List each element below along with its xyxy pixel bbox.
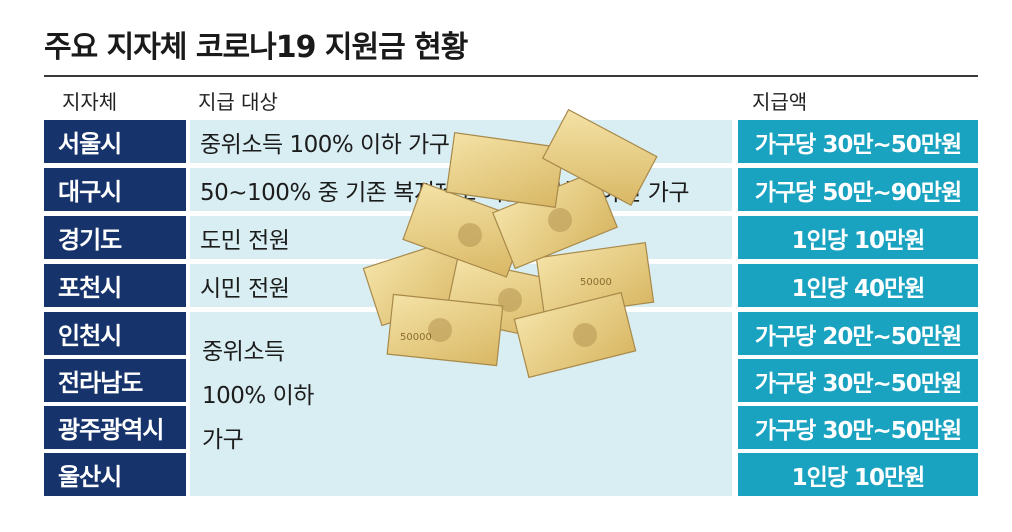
amount-cell: 가구당 30만~50만원 xyxy=(738,406,978,449)
table-row: 전라남도 가구당 30만~50만원 xyxy=(44,359,978,402)
amount-cell: 1인당 40만원 xyxy=(738,264,978,307)
table-row: 울산시 1인당 10만원 xyxy=(44,453,978,496)
region-cell: 울산시 xyxy=(44,453,186,496)
banknote-label: 50000 xyxy=(400,332,432,343)
merged-target-line: 가구 xyxy=(202,427,244,453)
header-amount: 지급액 xyxy=(752,90,808,114)
merged-target-line: 중위소득 xyxy=(202,339,285,365)
amount-cell: 가구당 50만~90만원 xyxy=(738,168,978,211)
banknote-label: 50000 xyxy=(580,277,612,288)
banknote-pile-icon: 50000 50000 xyxy=(362,108,658,379)
region-cell: 전라남도 xyxy=(44,359,186,402)
region-cell: 포천시 xyxy=(44,264,186,307)
header-region: 지자체 xyxy=(62,90,118,114)
region-cell: 경기도 xyxy=(44,216,186,259)
amount-cell: 가구당 30만~50만원 xyxy=(738,120,978,163)
page-title: 주요 지자체 코로나19 지원금 현황 xyxy=(44,30,468,65)
region-cell: 대구시 xyxy=(44,168,186,211)
table-row: 광주광역시 가구당 30만~50만원 xyxy=(44,406,978,449)
merged-target-text: 중위소득 100% 이하 가구 xyxy=(202,330,314,462)
region-cell: 서울시 xyxy=(44,120,186,163)
amount-cell: 1인당 10만원 xyxy=(738,453,978,496)
title-divider xyxy=(44,75,978,77)
amount-cell: 가구당 20만~50만원 xyxy=(738,312,978,355)
amount-cell: 1인당 10만원 xyxy=(738,216,978,259)
merged-target-line: 100% 이하 xyxy=(202,383,314,409)
region-cell: 광주광역시 xyxy=(44,406,186,449)
table-row: 서울시 중위소득 100% 이하 가구 가구당 30만~50만원 xyxy=(44,120,978,163)
table-row: 인천시 가구당 20만~50만원 xyxy=(44,312,978,355)
region-cell: 인천시 xyxy=(44,312,186,355)
amount-cell: 가구당 30만~50만원 xyxy=(738,359,978,402)
header-target: 지급 대상 xyxy=(198,90,278,114)
